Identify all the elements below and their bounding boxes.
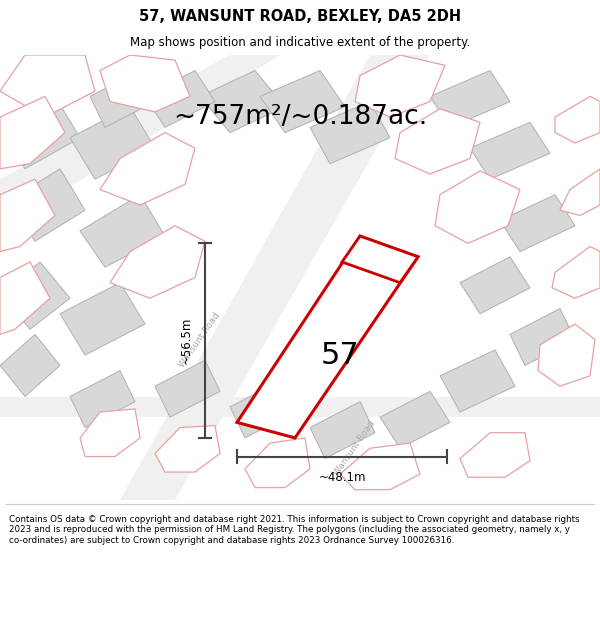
Polygon shape bbox=[90, 71, 155, 128]
Text: Wansunt Road: Wansunt Road bbox=[178, 311, 222, 369]
Polygon shape bbox=[0, 334, 60, 396]
Text: ~48.1m: ~48.1m bbox=[318, 471, 366, 484]
Polygon shape bbox=[0, 55, 95, 117]
Polygon shape bbox=[395, 109, 480, 174]
Polygon shape bbox=[435, 171, 520, 243]
Polygon shape bbox=[470, 122, 550, 179]
Polygon shape bbox=[310, 102, 390, 164]
Polygon shape bbox=[430, 71, 510, 128]
Polygon shape bbox=[200, 71, 285, 132]
Polygon shape bbox=[0, 262, 50, 334]
Polygon shape bbox=[100, 132, 195, 205]
Polygon shape bbox=[0, 262, 70, 329]
Polygon shape bbox=[145, 71, 215, 128]
Polygon shape bbox=[560, 169, 600, 216]
Polygon shape bbox=[500, 195, 575, 252]
Polygon shape bbox=[70, 107, 155, 179]
Text: Contains OS data © Crown copyright and database right 2021. This information is : Contains OS data © Crown copyright and d… bbox=[9, 515, 580, 545]
Polygon shape bbox=[340, 443, 420, 489]
Text: Map shows position and indicative extent of the property.: Map shows position and indicative extent… bbox=[130, 36, 470, 49]
Text: ~56.5m: ~56.5m bbox=[180, 317, 193, 364]
Polygon shape bbox=[552, 246, 600, 298]
Polygon shape bbox=[555, 96, 600, 143]
Polygon shape bbox=[260, 71, 345, 132]
Polygon shape bbox=[0, 396, 600, 418]
Polygon shape bbox=[245, 438, 310, 488]
Polygon shape bbox=[0, 96, 80, 169]
Polygon shape bbox=[440, 350, 515, 412]
Polygon shape bbox=[237, 236, 418, 438]
Text: 57: 57 bbox=[320, 341, 359, 369]
Text: 57, WANSUNT ROAD, BEXLEY, DA5 2DH: 57, WANSUNT ROAD, BEXLEY, DA5 2DH bbox=[139, 9, 461, 24]
Polygon shape bbox=[155, 360, 220, 418]
Polygon shape bbox=[0, 96, 65, 169]
Polygon shape bbox=[230, 381, 295, 438]
Polygon shape bbox=[355, 55, 445, 117]
Polygon shape bbox=[70, 371, 135, 428]
Polygon shape bbox=[10, 169, 85, 241]
Polygon shape bbox=[0, 55, 280, 231]
Polygon shape bbox=[0, 179, 55, 252]
Polygon shape bbox=[310, 402, 375, 459]
Polygon shape bbox=[60, 282, 145, 355]
Polygon shape bbox=[110, 226, 205, 298]
Text: Wansunt Road: Wansunt Road bbox=[333, 419, 377, 478]
Polygon shape bbox=[460, 257, 530, 314]
Polygon shape bbox=[510, 309, 575, 366]
Polygon shape bbox=[80, 409, 140, 456]
Text: ~757m²/~0.187ac.: ~757m²/~0.187ac. bbox=[173, 104, 427, 130]
Polygon shape bbox=[100, 55, 190, 112]
Polygon shape bbox=[155, 426, 220, 472]
Polygon shape bbox=[342, 236, 418, 282]
Polygon shape bbox=[120, 55, 430, 500]
Polygon shape bbox=[460, 432, 530, 478]
Polygon shape bbox=[538, 324, 595, 386]
Polygon shape bbox=[380, 391, 450, 448]
Polygon shape bbox=[80, 195, 165, 267]
